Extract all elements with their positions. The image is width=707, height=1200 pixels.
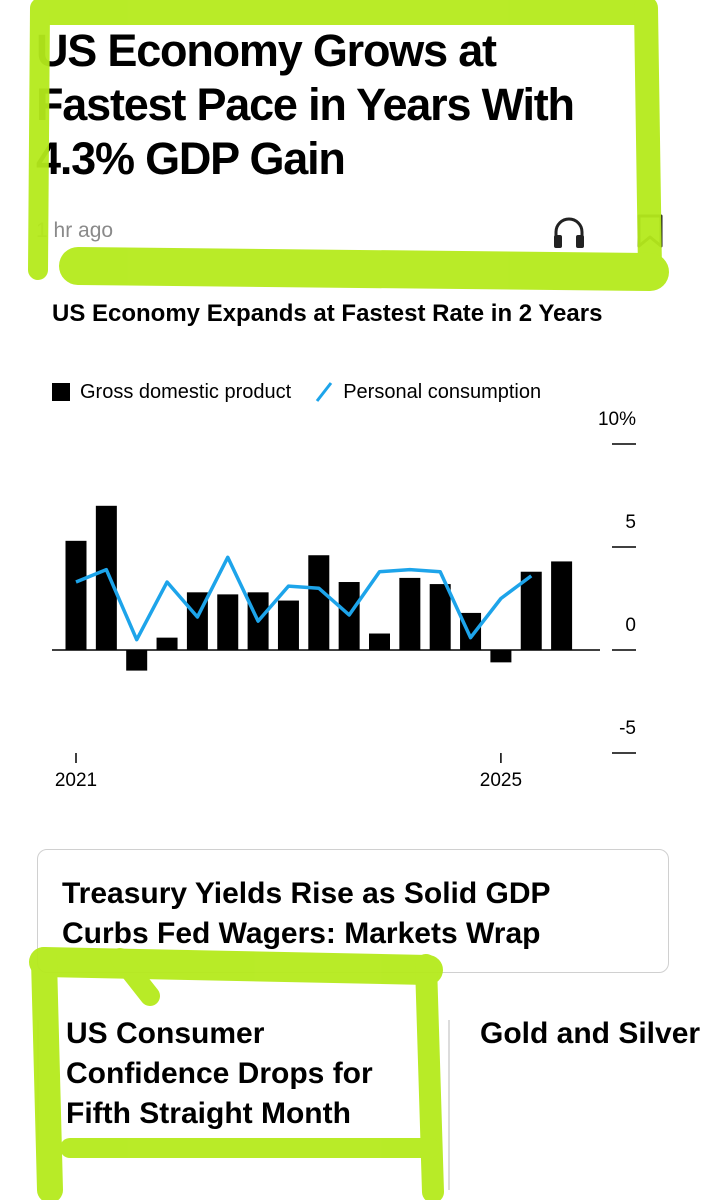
x-tick-label: 2025 [480, 770, 522, 791]
x-tick-label: 2021 [55, 770, 97, 791]
legend-gdp-label: Gross domestic product [80, 380, 292, 403]
story-divider [37, 1020, 39, 1140]
gdp-chart: 10% 5 0 -5 2021 2025 [52, 409, 636, 791]
chart-legend: Gross domestic product Personal consumpt… [52, 378, 541, 406]
gdp-bar [217, 594, 239, 650]
gdp-bar [277, 600, 299, 650]
story-divider [448, 1020, 450, 1190]
gdp-bar [308, 555, 330, 650]
gdp-bar [95, 505, 117, 650]
y-tick-label: 0 [625, 615, 636, 636]
chart-title: US Economy Expands at Fastest Rate in 2 … [52, 300, 603, 327]
gdp-swatch [52, 383, 70, 401]
article-headline: US Economy Grows at Fastest Pace in Year… [36, 25, 575, 184]
gdp-bar [126, 650, 148, 671]
story-consumer-confidence[interactable]: US Consumer Confidence Drops for Fifth S… [66, 1017, 373, 1130]
y-tick-label: -5 [619, 718, 636, 739]
consumption-line [75, 555, 533, 642]
bookmark-icon[interactable] [636, 214, 664, 250]
article-timestamp: 1 hr ago [36, 219, 114, 242]
gdp-bar [65, 540, 87, 650]
gdp-bar [399, 577, 421, 650]
y-tick-label: 5 [625, 512, 636, 533]
related-story-card[interactable]: Treasury Yields Rise as Solid GDP Curbs … [37, 849, 669, 973]
gdp-bar [520, 571, 542, 650]
gdp-bar [490, 650, 512, 663]
y-tick-label: 10% [598, 409, 636, 430]
gdp-bar [369, 633, 390, 650]
gdp-bar [429, 584, 451, 650]
story-gold-silver[interactable]: Gold and Silver Records on Rate Bets, Gl… [480, 1017, 707, 1050]
gdp-bar [156, 637, 178, 650]
consumption-swatch [316, 382, 333, 402]
headphones-icon[interactable] [551, 214, 587, 250]
legend-consumption-label: Personal consumption [343, 380, 542, 403]
gdp-bar [551, 561, 573, 650]
related-story-title[interactable]: Treasury Yields Rise as Solid GDP Curbs … [62, 877, 551, 950]
